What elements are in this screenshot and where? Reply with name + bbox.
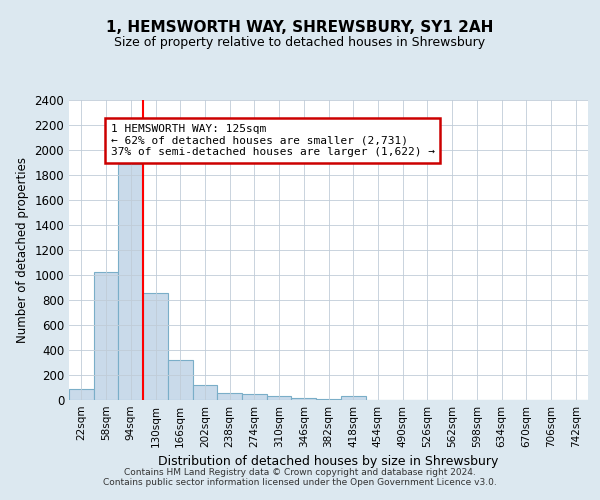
Text: Size of property relative to detached houses in Shrewsbury: Size of property relative to detached ho… bbox=[115, 36, 485, 49]
X-axis label: Distribution of detached houses by size in Shrewsbury: Distribution of detached houses by size … bbox=[158, 456, 499, 468]
Bar bbox=[168, 360, 193, 400]
Bar bbox=[267, 396, 292, 400]
Text: 1, HEMSWORTH WAY, SHREWSBURY, SY1 2AH: 1, HEMSWORTH WAY, SHREWSBURY, SY1 2AH bbox=[106, 20, 494, 35]
Bar bbox=[316, 399, 341, 400]
Bar bbox=[242, 394, 267, 400]
Bar bbox=[341, 396, 365, 400]
Bar bbox=[217, 393, 242, 400]
Y-axis label: Number of detached properties: Number of detached properties bbox=[16, 157, 29, 343]
Bar bbox=[94, 272, 118, 400]
Bar bbox=[118, 164, 143, 400]
Bar bbox=[193, 385, 217, 400]
Bar bbox=[69, 389, 94, 400]
Bar bbox=[143, 292, 168, 400]
Text: 1 HEMSWORTH WAY: 125sqm
← 62% of detached houses are smaller (2,731)
37% of semi: 1 HEMSWORTH WAY: 125sqm ← 62% of detache… bbox=[110, 124, 434, 157]
Bar bbox=[292, 398, 316, 400]
Text: Contains HM Land Registry data © Crown copyright and database right 2024.
Contai: Contains HM Land Registry data © Crown c… bbox=[103, 468, 497, 487]
